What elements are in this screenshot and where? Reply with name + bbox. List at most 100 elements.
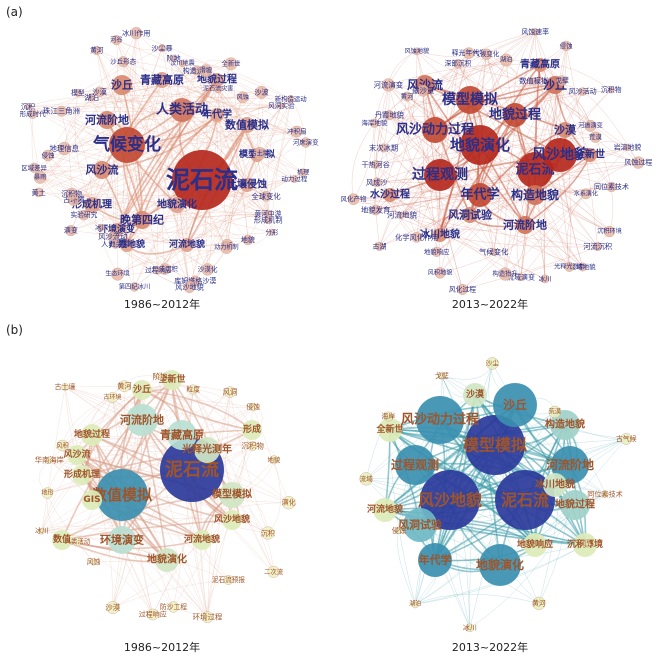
keyword-node: [170, 54, 178, 62]
keyword-label: 黄河: [401, 92, 415, 101]
edge: [112, 232, 248, 241]
keyword-node: [420, 470, 480, 530]
keyword-label: 河流阶地: [503, 218, 547, 232]
keyword-node: [156, 372, 164, 380]
keyword-node: [172, 150, 232, 210]
keyword-node: [532, 596, 546, 610]
keyword-node: [67, 445, 87, 465]
keyword-node: [403, 508, 437, 542]
edge: [186, 172, 304, 246]
edge: [112, 397, 208, 618]
keyword-label: 深部沉积: [445, 59, 472, 68]
keyword-label: 地貌演化: [450, 136, 510, 154]
edge: [436, 125, 591, 253]
edge: [117, 184, 248, 275]
keyword-label: 河床演变: [293, 138, 319, 147]
keyword-node: [383, 188, 397, 202]
keyword-label: 泥石流灾害: [203, 85, 233, 93]
edge: [271, 98, 291, 233]
edge: [71, 89, 219, 195]
edge: [34, 167, 208, 270]
edge: [205, 70, 248, 186]
edge: [47, 155, 269, 221]
keyword-node: [556, 75, 568, 86]
edge: [434, 129, 583, 268]
keyword-node: [98, 111, 116, 129]
edge: [524, 154, 591, 226]
keyword-label: 分形: [265, 227, 279, 236]
edge: [74, 93, 93, 206]
edge: [112, 396, 254, 408]
edge: [389, 115, 441, 236]
keyword-label: 河道演变: [578, 121, 603, 129]
edge: [353, 123, 375, 200]
keyword-node: [291, 125, 303, 138]
edge: [39, 177, 188, 246]
keyword-node: [516, 216, 534, 234]
keyword-label: 演变: [64, 226, 78, 235]
edge: [267, 105, 282, 220]
keyword-label: 构造地貌: [545, 418, 585, 431]
keyword-node: [84, 197, 100, 213]
edge: [469, 504, 576, 629]
edge: [207, 519, 233, 618]
keyword-node: [242, 420, 262, 440]
edge: [61, 111, 228, 246]
keyword-label: 地貌演化: [476, 557, 524, 572]
keyword-node: [117, 56, 129, 68]
edge: [64, 386, 183, 436]
keyword-label: GIS: [83, 495, 100, 505]
keyword-label: 全新世: [574, 148, 605, 161]
edge: [164, 184, 248, 270]
edge: [101, 70, 198, 171]
keyword-label: 人类活动: [156, 102, 208, 118]
keyword-node: [282, 496, 296, 510]
keyword-label: 河流地貌: [169, 238, 205, 250]
edge: [207, 392, 231, 618]
keyword-label: 数值: [53, 533, 71, 545]
keyword-label: 库姆塔格沙漠: [174, 276, 216, 285]
edge: [383, 147, 494, 253]
keyword-node: [255, 85, 268, 99]
edge: [64, 148, 190, 288]
edge: [401, 214, 526, 231]
keyword-node: [126, 404, 158, 436]
edge: [27, 97, 92, 107]
edge: [479, 91, 583, 196]
keyword-label: 区域差异: [21, 163, 47, 172]
keyword-label: 沙丘: [111, 79, 133, 92]
edge: [116, 40, 190, 288]
edge: [91, 97, 114, 237]
edge: [39, 177, 178, 206]
keyword-node: [98, 223, 105, 231]
keyword-label: 海岸: [381, 411, 395, 420]
edge: [112, 89, 219, 237]
edge: [375, 164, 417, 238]
edge: [424, 84, 566, 131]
keyword-node: [167, 420, 197, 450]
edge: [457, 63, 534, 82]
edge: [351, 123, 375, 200]
keyword-label: 风成沉积: [152, 264, 178, 273]
keyword-node: [632, 156, 645, 169]
keyword-node: [130, 27, 143, 40]
edge: [565, 45, 598, 247]
keyword-label: 地貌演化: [157, 198, 197, 211]
keyword-node: [236, 91, 249, 104]
keyword-node: [503, 103, 527, 127]
keyword-node: [33, 170, 47, 184]
keyword-node: [453, 59, 463, 69]
keyword-node: [533, 58, 547, 72]
edge: [424, 84, 494, 252]
edge: [173, 57, 291, 100]
edge: [389, 194, 506, 275]
keyword-node: [402, 91, 413, 102]
keyword-node: [531, 28, 539, 36]
keyword-node: [65, 225, 77, 237]
keyword-node: [155, 548, 179, 572]
keyword-label: 地貌: [241, 235, 255, 244]
keyword-node: [417, 84, 430, 97]
keyword-node: [384, 110, 395, 121]
